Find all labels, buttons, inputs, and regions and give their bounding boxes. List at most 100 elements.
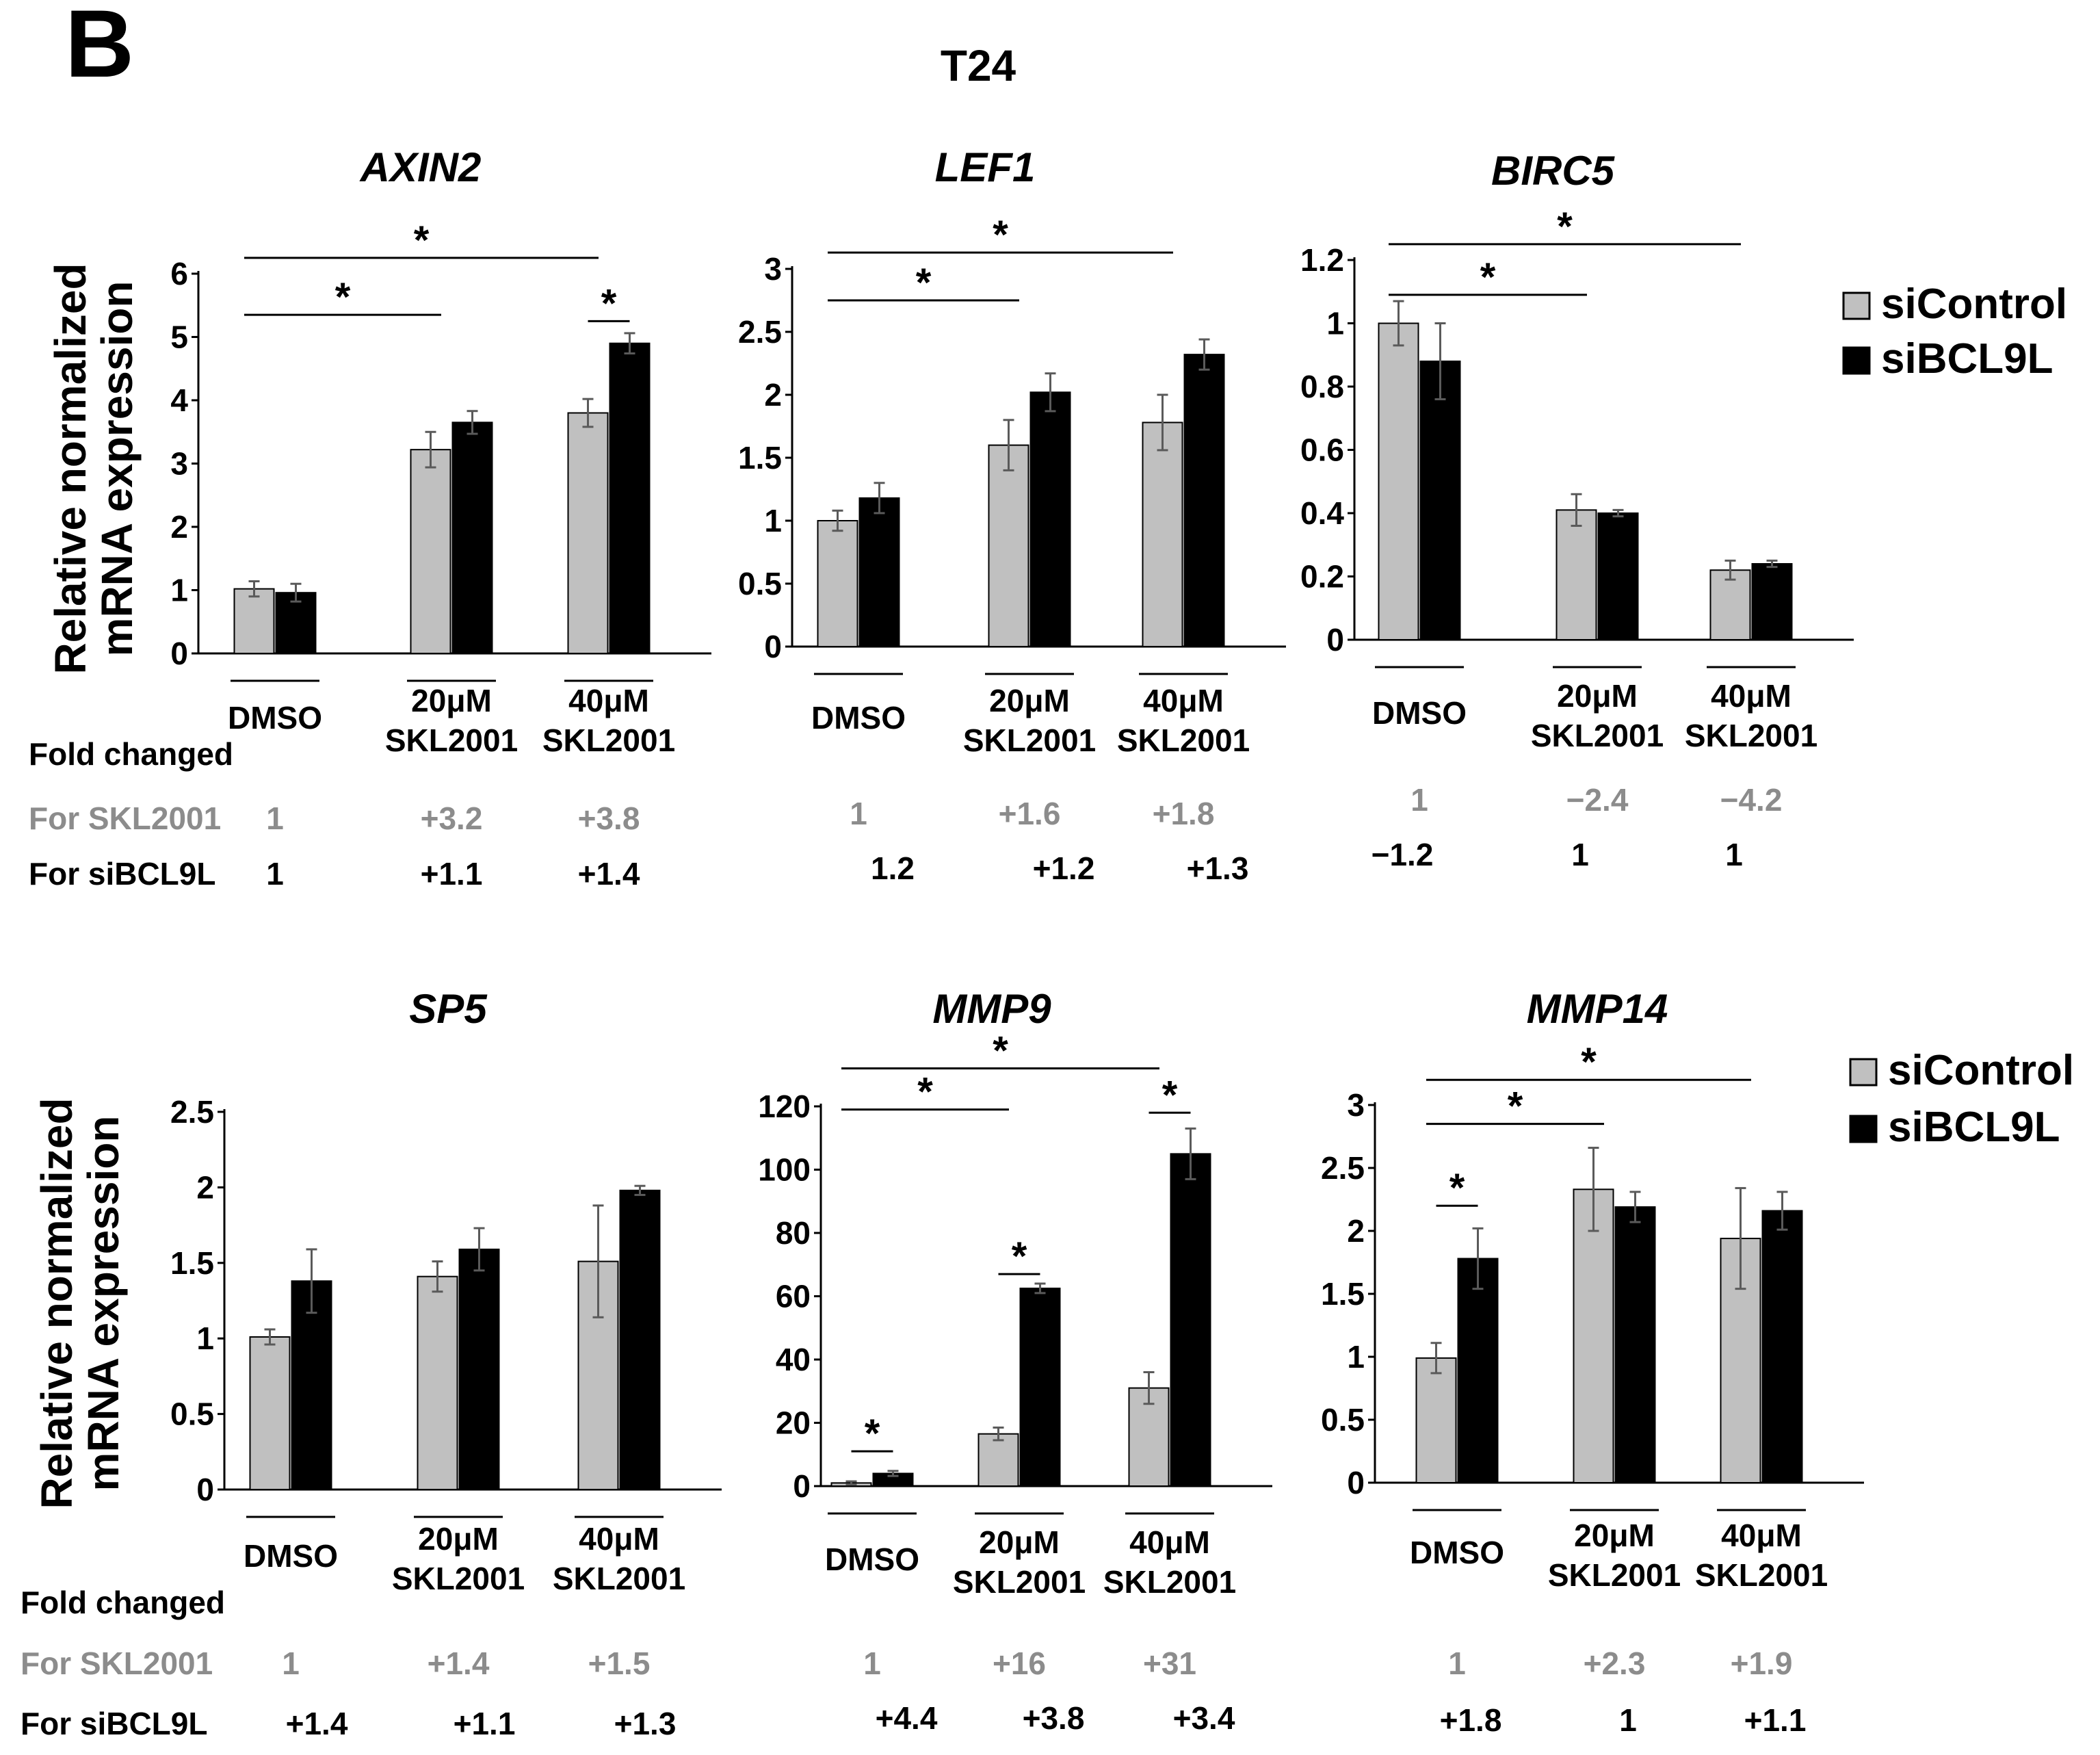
fold-skl2001-value: +3.8	[578, 801, 640, 836]
y-tick-label: 2	[196, 1169, 214, 1205]
bar-sibcl9l	[858, 497, 900, 647]
fold-skl2001-value: +1.4	[428, 1646, 490, 1681]
bar-sibcl9l	[609, 342, 651, 654]
fold-skl2001-value: −2.4	[1566, 782, 1629, 818]
row-label-for-skl2001: For SKL2001	[21, 1646, 213, 1681]
category-label: 20μM	[989, 683, 1070, 718]
y-axis-label-bottom: Relative normalized mRNA expression	[32, 1097, 128, 1509]
category-label: DMSO	[811, 700, 906, 736]
y-tick-label: 120	[758, 1089, 811, 1124]
chart-title: LEF1	[935, 144, 1036, 190]
category-label: 20μM	[411, 683, 492, 718]
y-tick-label: 0	[170, 636, 188, 671]
y-axis-label-line2: mRNA expression	[92, 281, 142, 657]
bar-sicontrol	[233, 588, 275, 655]
bar-sibcl9l	[1183, 354, 1225, 647]
significance-star: *	[1162, 1073, 1178, 1117]
fold-sibcl9l-value: 1	[1571, 837, 1589, 872]
category-label: 40μM	[1129, 1524, 1210, 1560]
fold-skl2001-value: +3.2	[421, 801, 483, 836]
bar-sibcl9l	[1614, 1206, 1656, 1484]
bar-sicontrol	[249, 1336, 291, 1490]
y-tick-label: 0.8	[1300, 369, 1344, 404]
category-label: 40μM	[1143, 683, 1224, 718]
y-tick-label: 4	[170, 382, 188, 418]
chart-axin2: AXIN2 0 1 2 3 4 5 6 * * * DMSO 20μM SKL2001 40μM SKL200…	[170, 144, 711, 892]
category-label: 40μM	[579, 1521, 659, 1557]
significance-star: *	[1581, 1040, 1597, 1084]
legend-label-sibcl9l: siBCL9L	[1881, 335, 2053, 382]
fold-skl2001-value: 1	[1410, 782, 1428, 818]
y-tick-label: 1.5	[170, 1245, 214, 1281]
bar-sicontrol	[1709, 569, 1751, 640]
y-tick-label: 60	[776, 1279, 811, 1314]
fold-skl2001-value: +1.6	[999, 796, 1061, 831]
fold-skl2001-value: 1	[266, 801, 284, 836]
category-label: SKL2001	[1103, 1564, 1236, 1600]
fold-sibcl9l-value: −1.2	[1371, 837, 1434, 872]
y-tick-label: 2	[764, 377, 782, 413]
category-label: 20μM	[979, 1524, 1060, 1560]
y-tick-label: 1.5	[1321, 1276, 1365, 1312]
significance-star: *	[993, 213, 1008, 257]
fold-skl2001-value: +16	[993, 1646, 1046, 1681]
bar-sicontrol	[417, 1275, 458, 1490]
y-tick-label: 0.4	[1300, 495, 1344, 531]
chart-title: MMP9	[932, 986, 1051, 1032]
bar-sibcl9l	[1170, 1153, 1211, 1487]
fold-sibcl9l-value: +4.4	[876, 1700, 938, 1736]
y-tick-label: 3	[1347, 1087, 1365, 1123]
bar-sibcl9l	[1597, 512, 1639, 640]
y-tick-label: 0	[764, 629, 782, 664]
chart-mmp14: MMP14 0 0.5 1 1.5 2 2.5 3 * * * DMSO 20μM SKL2001 40μM…	[1321, 986, 1864, 1738]
significance-star: *	[1480, 255, 1496, 300]
significance-star: *	[917, 1070, 933, 1115]
category-label: 40μM	[1721, 1518, 1802, 1553]
chart-title: AXIN2	[359, 144, 482, 190]
y-tick-label: 1	[1347, 1339, 1365, 1375]
significance-star: *	[601, 281, 617, 326]
fold-skl2001-value: +1.8	[1153, 796, 1215, 831]
fold-sibcl9l-value: +1.8	[1440, 1702, 1502, 1738]
y-tick-label: 2.5	[1321, 1150, 1365, 1186]
legend-swatch-sicontrol	[1842, 291, 1871, 320]
bar-sibcl9l	[1019, 1287, 1061, 1487]
fold-sibcl9l-value: +1.4	[286, 1706, 348, 1741]
legend-top: siControl siBCL9L	[1842, 281, 2067, 382]
bar-sicontrol	[1128, 1387, 1170, 1487]
category-label: DMSO	[228, 700, 322, 736]
chart-title: MMP14	[1527, 986, 1668, 1032]
bar-sibcl9l	[291, 1280, 332, 1491]
y-tick-label: 2	[1347, 1213, 1365, 1249]
category-label: SKL2001	[542, 723, 675, 758]
fold-sibcl9l-value: +1.3	[1187, 850, 1249, 886]
y-tick-label: 5	[170, 320, 188, 355]
category-label: 40μM	[568, 683, 649, 718]
category-label: SKL2001	[1117, 723, 1250, 758]
y-tick-label: 40	[776, 1342, 811, 1377]
y-tick-label: 1	[764, 503, 782, 538]
category-label: SKL2001	[1685, 718, 1817, 753]
category-label: SKL2001	[1531, 718, 1664, 753]
row-label-fold-changed: Fold changed	[21, 1585, 225, 1620]
chart-sp5: SP5 0 0.5 1 1.5 2 2.5 DMSO 20μM SKL2001 40μM SKL200…	[170, 986, 722, 1741]
category-label: DMSO	[244, 1538, 338, 1574]
fold-skl2001-value: 1	[282, 1646, 300, 1681]
y-tick-label: 0.5	[1321, 1402, 1365, 1438]
y-tick-label: 2.5	[738, 314, 782, 350]
bar-sibcl9l	[1751, 563, 1793, 640]
fold-sibcl9l-value: +1.4	[578, 856, 640, 892]
fold-skl2001-value: +1.9	[1731, 1646, 1793, 1681]
bar-sicontrol	[988, 444, 1029, 647]
significance-star: *	[916, 261, 932, 305]
significance-star: *	[1508, 1084, 1523, 1129]
row-label-for-sibcl9l: For siBCL9L	[29, 856, 215, 892]
bar-sibcl9l	[1457, 1258, 1499, 1483]
fold-sibcl9l-value: 1.2	[871, 850, 915, 886]
y-axis-label-line1: Relative normalized	[46, 263, 95, 674]
bar-sicontrol	[1415, 1357, 1457, 1483]
fold-sibcl9l-value: +3.4	[1173, 1700, 1235, 1736]
fold-skl2001-value: +1.5	[588, 1646, 651, 1681]
legend-swatch-sicontrol	[1849, 1058, 1878, 1087]
significance-star: *	[414, 218, 430, 263]
